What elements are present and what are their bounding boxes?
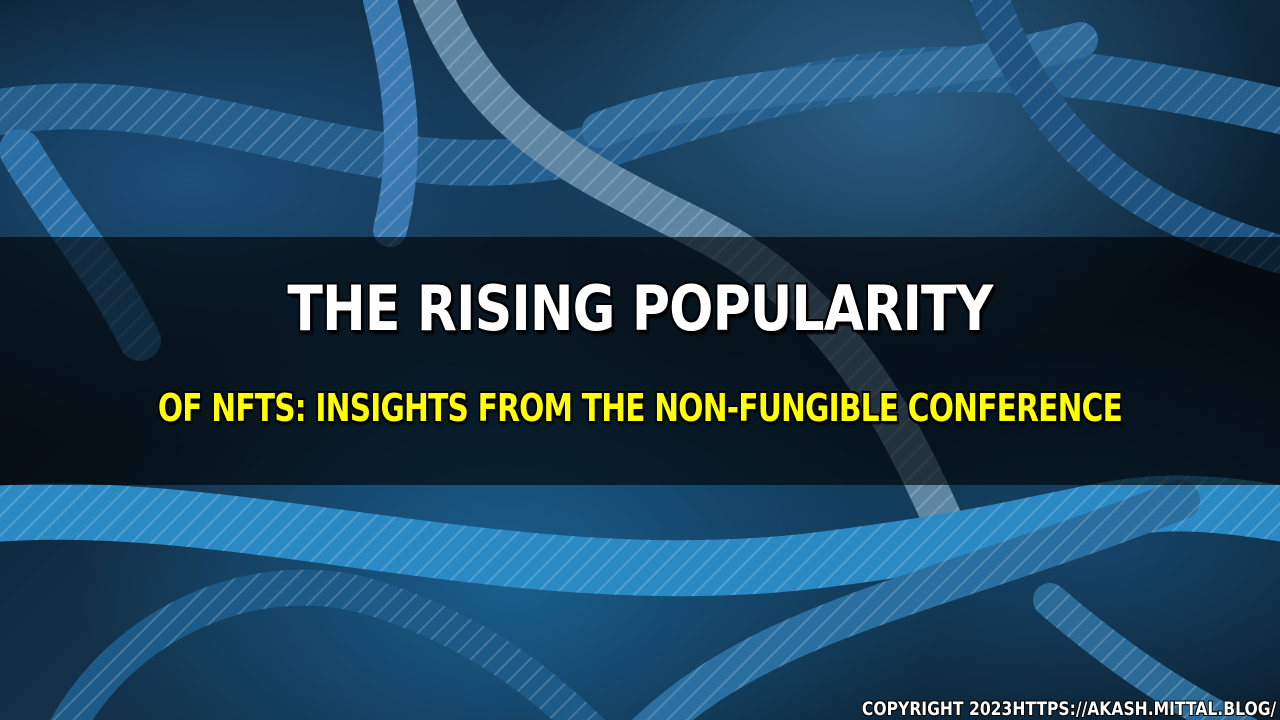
title-line-2: OF NFTS: INSIGHTS FROM THE NON-FUNGIBLE …	[157, 386, 1123, 430]
copyright-notice: COPYRIGHT 2023HTTPS://AKASH.MITTAL.BLOG/	[861, 698, 1276, 720]
title-line-1: THE RISING POPULARITY	[287, 272, 993, 345]
title-overlay-band	[0, 237, 1280, 485]
